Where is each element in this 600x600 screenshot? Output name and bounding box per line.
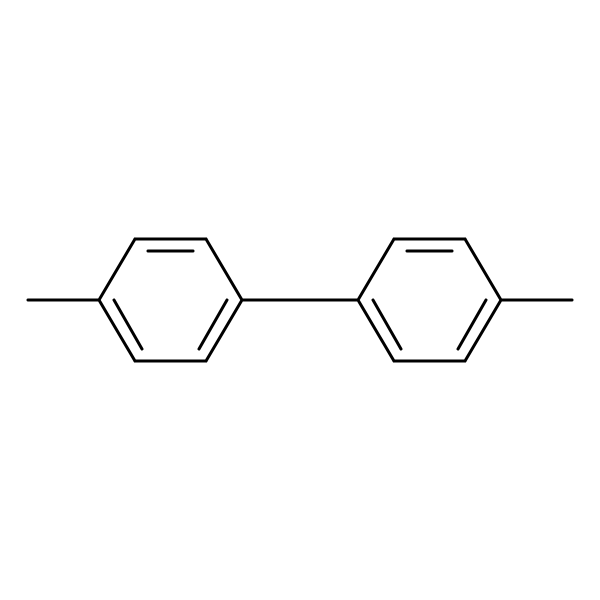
bond-line — [114, 300, 142, 349]
bond-line — [206, 300, 242, 361]
bond-line — [99, 239, 135, 300]
bond-line — [199, 300, 227, 349]
molecule-diagram — [0, 0, 600, 600]
bond-line — [465, 239, 501, 300]
bond-line — [373, 300, 401, 349]
bond-line — [358, 300, 394, 361]
bond-line — [99, 300, 135, 361]
bond-line — [206, 239, 242, 300]
bond-line — [358, 239, 394, 300]
bond-line — [458, 300, 486, 349]
bond-line — [465, 300, 501, 361]
